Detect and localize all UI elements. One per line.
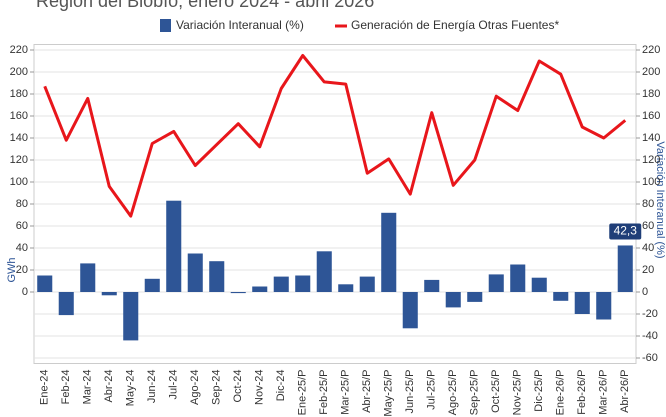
bar — [381, 212, 397, 292]
y-tick-label: 100 — [10, 176, 28, 188]
bar — [123, 292, 139, 341]
x-tick-label: Abr-24 — [103, 370, 115, 403]
bar — [445, 292, 461, 308]
x-tick-label: May-24 — [125, 370, 137, 407]
bar — [510, 264, 526, 292]
y2-tick-label: -40 — [642, 330, 658, 342]
bar — [424, 279, 440, 292]
bar — [316, 251, 332, 292]
chart-title: Región del Biobío, enero 2024 - abril 20… — [36, 0, 374, 11]
y-tick-label: 160 — [10, 110, 28, 122]
y2-tick-label: 180 — [642, 88, 660, 100]
value-label: 42,3 — [614, 224, 638, 238]
y2-axis-title: Variación Interanual (%) — [654, 141, 666, 258]
y-tick-label: 200 — [10, 66, 28, 78]
bar — [488, 274, 504, 292]
bar — [209, 261, 225, 292]
y2-tick-label: 200 — [642, 66, 660, 78]
x-tick-label: Abr-25/P — [361, 370, 373, 413]
x-tick-label: Ene-25/P — [297, 370, 309, 416]
y2-tick-label: 0 — [642, 286, 648, 298]
y-tick-label: 220 — [10, 44, 28, 56]
y2-tick-label: 140 — [642, 132, 660, 144]
line — [43, 54, 627, 218]
bar — [402, 292, 418, 329]
x-tick-label: Nov-25/P — [512, 370, 524, 416]
x-tick-label: Oct-24 — [232, 370, 244, 403]
x-tick-label: Mar-25/P — [340, 370, 352, 415]
y-tick-label: 40 — [16, 242, 28, 254]
bar — [166, 200, 182, 292]
y2-tick-label: 220 — [642, 44, 660, 56]
y2-tick-label: 80 — [642, 198, 654, 210]
y-tick-label: 180 — [10, 88, 28, 100]
y2-tick-label: 120 — [642, 154, 660, 166]
x-tick-label: Sep-25/P — [469, 370, 481, 416]
x-tick-label: Ago-25/P — [447, 370, 459, 416]
bar — [467, 292, 483, 302]
y2-tick-label: 60 — [642, 220, 654, 232]
bar — [101, 292, 117, 296]
y2-tick-label: 100 — [642, 176, 660, 188]
x-tick-label: Jun-24 — [146, 370, 158, 404]
legend-swatch — [160, 19, 171, 32]
y-tick-label: 120 — [10, 154, 28, 166]
bar — [617, 245, 633, 292]
x-tick-label: May-25/P — [383, 370, 395, 417]
x-tick-label: Feb-25/P — [318, 370, 330, 415]
x-tick-label: Dic-25/P — [533, 370, 545, 412]
bar — [252, 286, 268, 292]
y2-tick-label: 20 — [642, 264, 654, 276]
y-tick-label: 60 — [16, 220, 28, 232]
x-tick-label: Sep-24 — [211, 370, 223, 405]
bar — [553, 292, 569, 301]
bar — [144, 278, 160, 292]
y2-tick-label: -60 — [642, 352, 658, 364]
x-tick-label: Ago-24 — [189, 370, 201, 405]
x-tick-label: Ene-26/P — [555, 370, 567, 416]
y2-tick-label: -20 — [642, 308, 658, 320]
bar — [80, 263, 96, 292]
bar — [187, 253, 203, 292]
bar — [37, 275, 53, 292]
y-axis-title: GWh — [6, 257, 18, 282]
x-tick-label: Abr-26/P — [619, 370, 631, 413]
x-tick-label: Mar-26/P — [598, 370, 610, 415]
bar — [574, 292, 590, 314]
y-tick-label: 20 — [16, 264, 28, 276]
value-label-box — [609, 223, 642, 240]
x-tick-label: Feb-24 — [60, 370, 72, 405]
x-tick-label: Ene-24 — [39, 370, 51, 405]
y-tick-label: 80 — [16, 198, 28, 210]
bar — [338, 284, 354, 292]
x-tick-label: Mar-24 — [82, 370, 94, 405]
bar — [359, 276, 375, 292]
x-tick-label: Oct-25/P — [490, 370, 502, 413]
y-tick-label: 0 — [22, 286, 28, 298]
legend-label: Variación Interanual (%) — [176, 18, 304, 32]
bar — [295, 275, 311, 292]
bar — [596, 292, 612, 320]
x-tick-label: Nov-24 — [254, 370, 266, 405]
x-tick-label: Jun-25/P — [404, 370, 416, 414]
x-tick-label: Jul-25/P — [426, 370, 438, 410]
bar — [58, 292, 74, 316]
y2-tick-label: 160 — [642, 110, 660, 122]
x-tick-label: Dic-24 — [275, 370, 287, 402]
x-tick-label: Feb-26/P — [576, 370, 588, 415]
x-tick-label: Jul-24 — [168, 370, 180, 400]
y2-tick-label: 40 — [642, 242, 654, 254]
legend-label: Generación de Energía Otras Fuentes* — [351, 18, 559, 32]
bar — [531, 277, 547, 292]
y-tick-label: 140 — [10, 132, 28, 144]
bar — [273, 276, 289, 292]
bar — [230, 292, 246, 294]
